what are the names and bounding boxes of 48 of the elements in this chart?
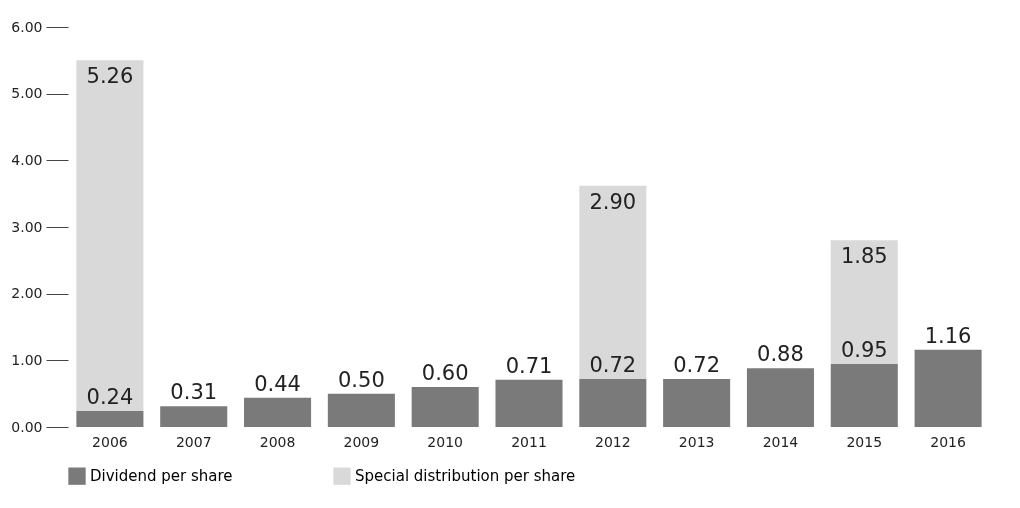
bar <box>411 387 479 427</box>
bar <box>76 411 144 427</box>
x-tick-label: 2008 <box>259 433 296 450</box>
data-label: 0.44 <box>254 371 301 396</box>
bar <box>327 393 395 427</box>
bar <box>663 379 731 427</box>
y-tick-label: 6.00 <box>11 18 43 35</box>
bar <box>746 368 814 427</box>
x-tick-label: 2012 <box>595 433 631 450</box>
data-label: 0.71 <box>505 353 553 378</box>
y-tick-label: 0.00 <box>11 418 43 435</box>
bar <box>579 379 647 427</box>
x-tick-label: 2011 <box>511 433 547 450</box>
data-label: 0.95 <box>840 337 888 362</box>
x-tick-label: 2015 <box>846 433 883 450</box>
data-label: 0.60 <box>421 361 469 385</box>
y-tick-label: 5.00 <box>11 85 43 102</box>
data-label: 0.88 <box>757 342 804 367</box>
bar <box>579 185 647 379</box>
legend-label: Dividend per share <box>90 467 233 486</box>
legend-label: Special distribution per share <box>355 467 576 486</box>
data-label: 1.85 <box>840 244 888 269</box>
x-tick-label: 2009 <box>343 433 380 450</box>
x-tick-label: 2010 <box>427 433 463 450</box>
data-label: 1.16 <box>924 323 972 348</box>
y-tick-label: 3.00 <box>11 218 43 235</box>
bar <box>495 379 563 427</box>
bar <box>244 397 312 427</box>
y-tick-label: 4.00 <box>11 151 43 168</box>
bar <box>76 60 144 411</box>
x-tick-label: 2013 <box>678 433 715 450</box>
data-label: 0.72 <box>673 353 721 377</box>
x-tick-label: 2006 <box>92 433 128 450</box>
data-label: 0.24 <box>86 385 134 409</box>
y-tick-label: 1.00 <box>11 351 43 368</box>
x-tick-label: 2014 <box>762 433 799 450</box>
data-label: 5.26 <box>86 64 134 89</box>
bar <box>160 406 228 427</box>
data-label: 0.50 <box>337 367 385 392</box>
y-tick-label: 2.00 <box>11 285 43 302</box>
data-label: 0.31 <box>170 380 218 405</box>
x-tick-label: 2016 <box>930 433 966 450</box>
data-label: 0.72 <box>589 353 637 377</box>
bar <box>830 363 898 427</box>
bar <box>830 240 898 364</box>
x-tick-label: 2007 <box>175 433 212 450</box>
bar <box>914 349 982 427</box>
data-label: 2.90 <box>589 189 637 214</box>
